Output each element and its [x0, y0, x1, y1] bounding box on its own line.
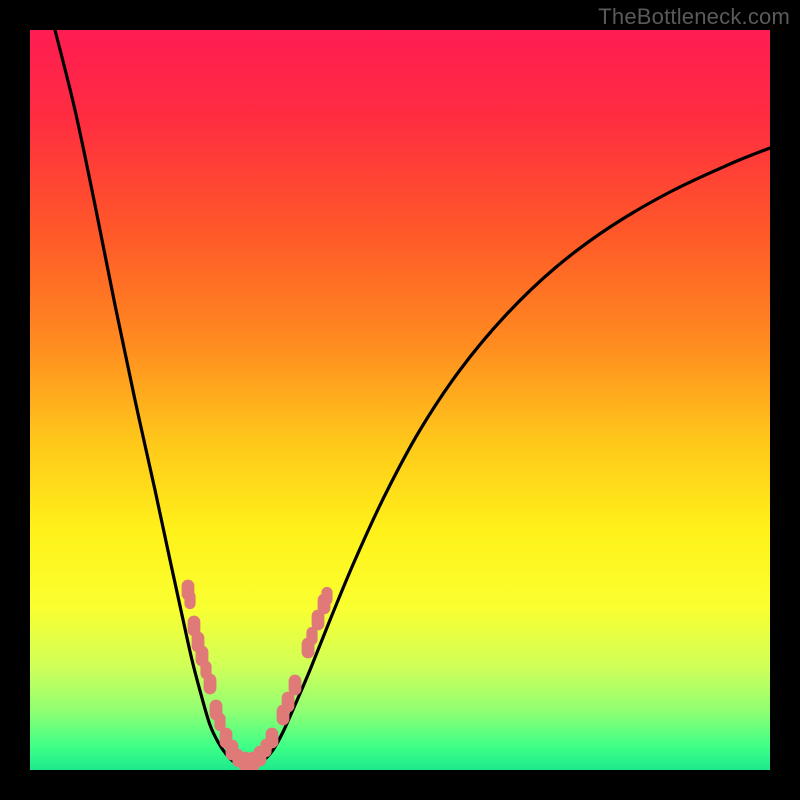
marker-group — [182, 580, 333, 770]
marker-dot — [266, 728, 279, 749]
frame: TheBottleneck.com — [0, 0, 800, 800]
v-curve — [55, 30, 770, 768]
marker-dot — [289, 675, 302, 696]
marker-dot — [184, 591, 195, 609]
watermark-text: TheBottleneck.com — [598, 4, 790, 30]
curve-layer — [30, 30, 770, 770]
marker-dot — [321, 587, 332, 605]
marker-dot — [204, 674, 217, 695]
plot-area — [30, 30, 770, 770]
